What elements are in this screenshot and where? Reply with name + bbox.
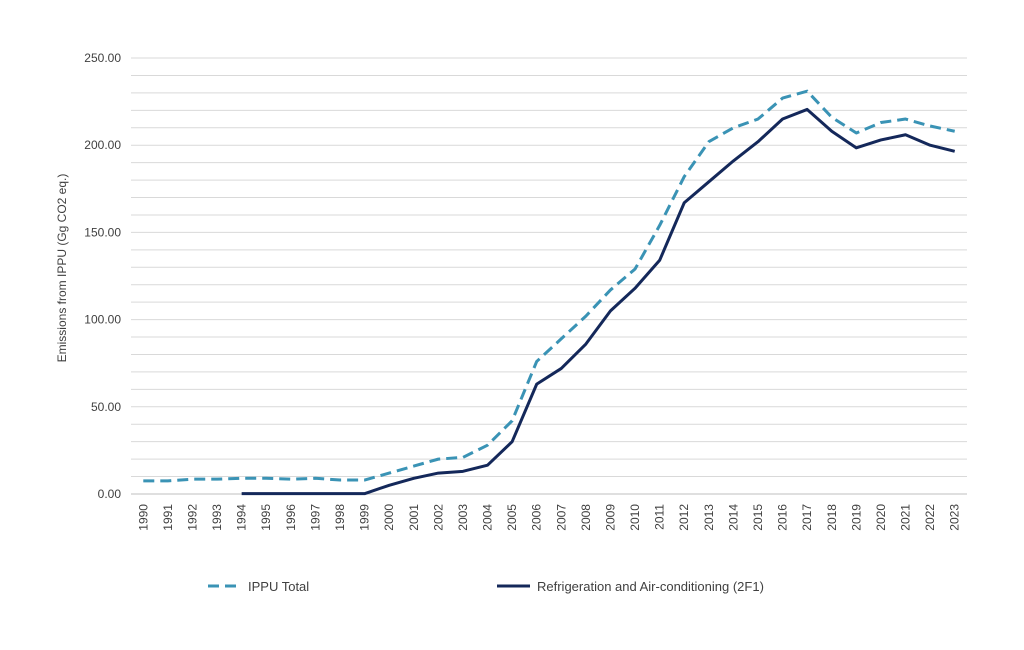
x-tick-label: 1999 <box>358 504 372 531</box>
y-axis-ticks: 0.00 50.00 100.00 150.00 200.00 250.00 <box>84 51 121 501</box>
x-tick-label: 2020 <box>874 504 888 531</box>
x-tick-label: 2005 <box>505 504 519 531</box>
x-tick-label: 2000 <box>382 504 396 531</box>
x-tick-label: 2014 <box>726 504 740 531</box>
x-tick-label: 1995 <box>259 504 273 531</box>
legend: IPPU Total Refrigeration and Air-conditio… <box>208 579 764 594</box>
x-tick-label: 1991 <box>161 504 175 531</box>
x-tick-label: 2004 <box>481 504 495 531</box>
y-tick-label: 250.00 <box>84 51 121 65</box>
x-tick-label: 2001 <box>407 504 421 531</box>
x-tick-label: 2017 <box>800 504 814 531</box>
x-tick-label: 2010 <box>628 504 642 531</box>
legend-label: IPPU Total <box>248 579 309 594</box>
y-tick-label: 200.00 <box>84 138 121 152</box>
x-tick-label: 1994 <box>235 504 249 531</box>
x-tick-label: 2016 <box>776 504 790 531</box>
x-tick-label: 2007 <box>554 504 568 531</box>
x-tick-label: 2018 <box>825 504 839 531</box>
y-axis-label: Emissions from IPPU (Gg CO2 eq.) <box>55 174 69 363</box>
x-tick-label: 2021 <box>899 504 913 531</box>
x-tick-label: 2012 <box>677 504 691 531</box>
series-lines <box>143 89 956 496</box>
x-tick-label: 2008 <box>579 504 593 531</box>
x-tick-label: 1992 <box>185 504 199 531</box>
legend-label: Refrigeration and Air-conditioning (2F1) <box>537 579 764 594</box>
x-tick-label: 2022 <box>923 504 937 531</box>
x-tick-label: 2011 <box>653 504 667 530</box>
x-tick-label: 1990 <box>136 504 150 531</box>
series-line-2 <box>241 107 956 496</box>
x-tick-label: 2003 <box>456 504 470 531</box>
y-tick-label: 50.00 <box>91 400 121 414</box>
x-tick-label: 2023 <box>948 504 962 531</box>
x-tick-label: 1997 <box>308 504 322 531</box>
series-line-1 <box>143 89 956 483</box>
y-tick-label: 0.00 <box>98 487 122 501</box>
x-tick-label: 2006 <box>530 504 544 531</box>
x-axis-ticks: 1990 1991 1992 1993 1994 1995 1996 1997 1998 1999… <box>136 504 961 531</box>
x-tick-label: 2019 <box>849 504 863 531</box>
x-tick-label: 2009 <box>603 504 617 531</box>
y-tick-label: 150.00 <box>84 225 121 239</box>
x-tick-label: 1993 <box>210 504 224 531</box>
y-tick-label: 100.00 <box>84 313 121 327</box>
x-tick-label: 2015 <box>751 504 765 531</box>
x-tick-label: 2002 <box>431 504 445 531</box>
x-tick-label: 2013 <box>702 504 716 531</box>
x-tick-label: 1998 <box>333 504 347 531</box>
x-tick-label: 1996 <box>284 504 298 531</box>
